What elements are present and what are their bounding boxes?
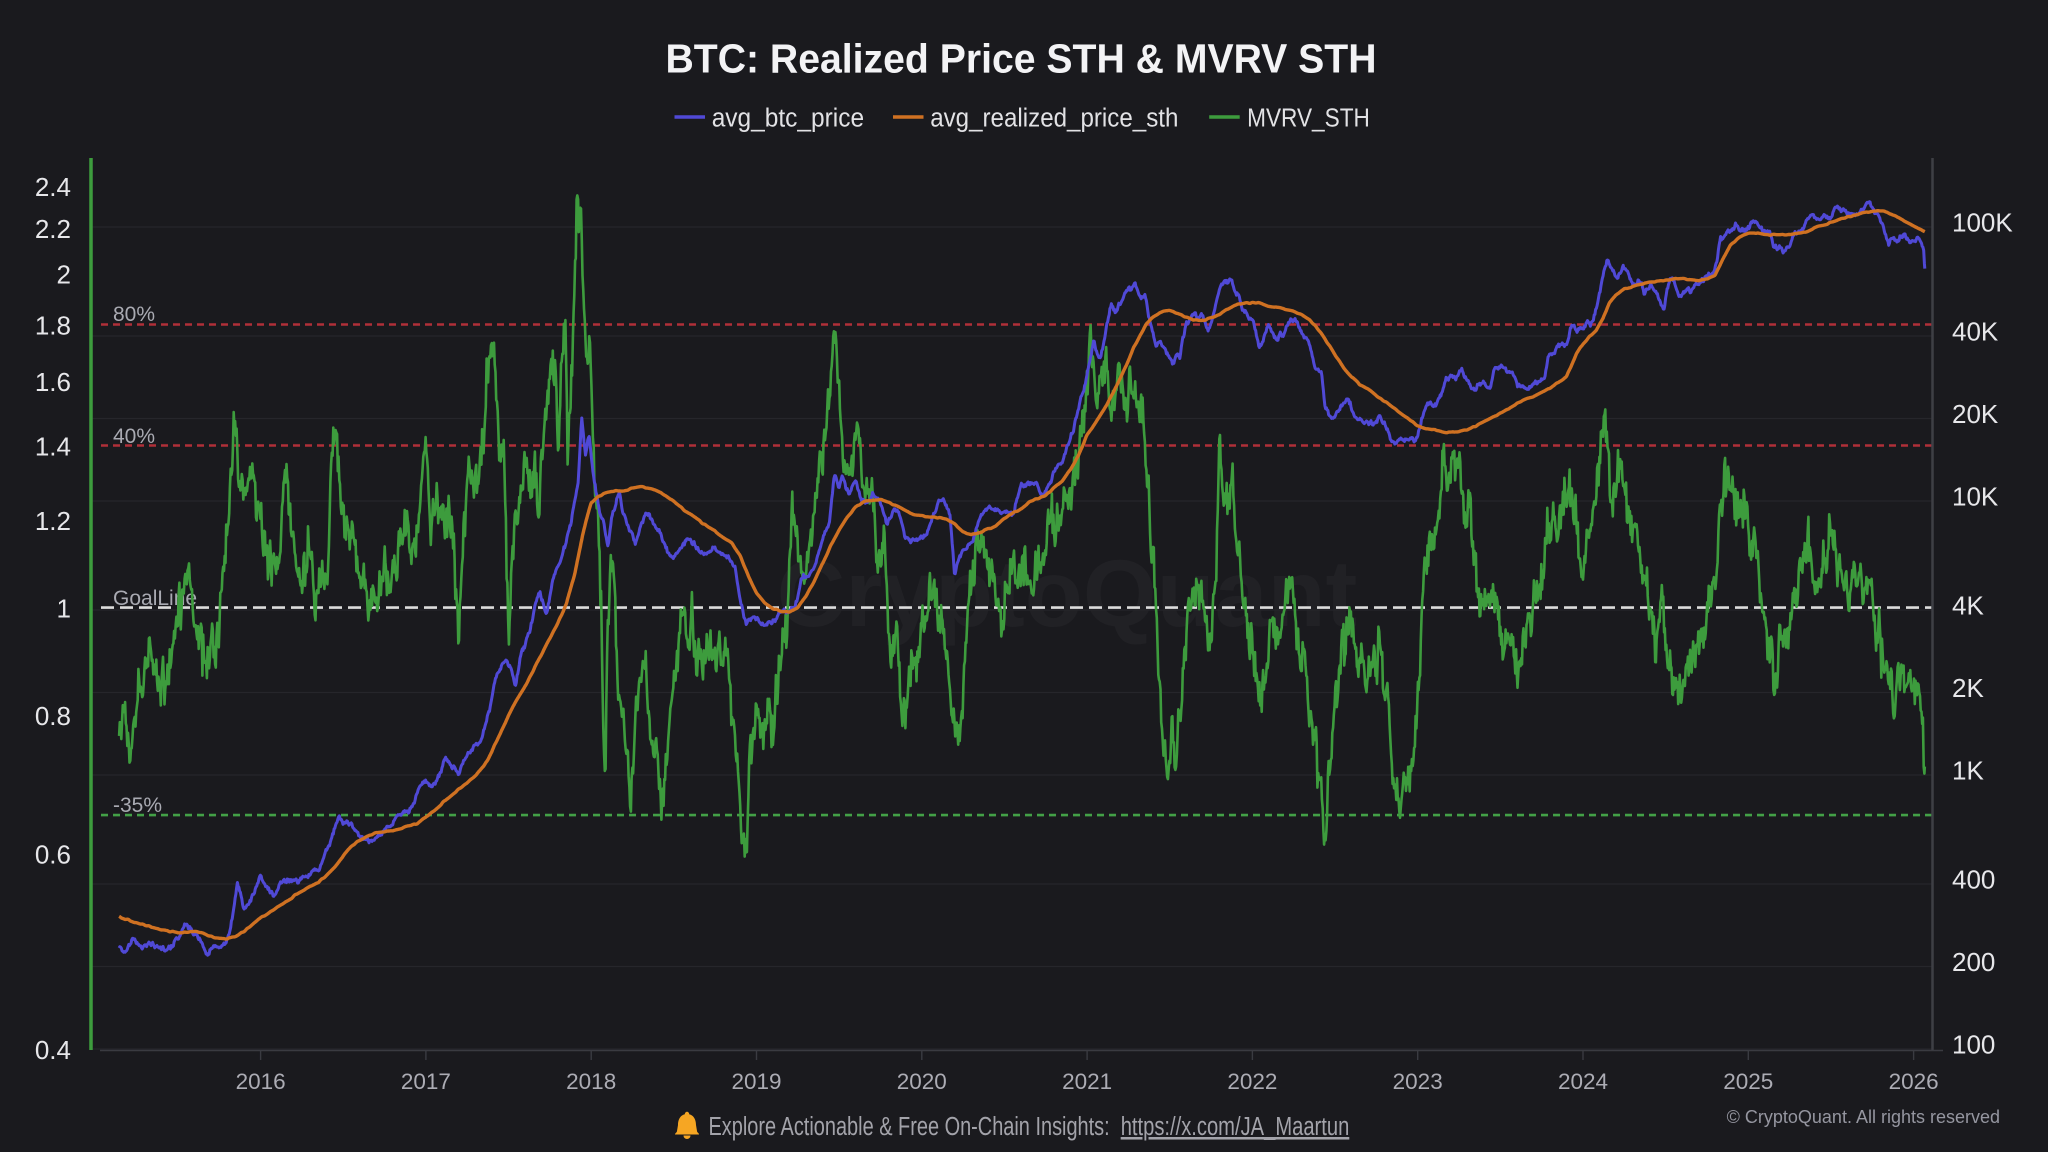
svg-text:2.4: 2.4 bbox=[35, 172, 71, 202]
svg-text:avg_realized_price_sth: avg_realized_price_sth bbox=[930, 105, 1178, 133]
svg-text:100K: 100K bbox=[1952, 208, 2013, 238]
svg-text:2024: 2024 bbox=[1558, 1069, 1608, 1094]
svg-text:0.4: 0.4 bbox=[35, 1035, 71, 1065]
svg-text:0.8: 0.8 bbox=[35, 701, 71, 731]
svg-text:1.6: 1.6 bbox=[35, 367, 71, 397]
svg-text:2018: 2018 bbox=[566, 1069, 616, 1094]
svg-text:© CryptoQuant. All rights rese: © CryptoQuant. All rights reserved bbox=[1727, 1107, 2000, 1127]
svg-text:1K: 1K bbox=[1952, 756, 1984, 786]
svg-text:40K: 40K bbox=[1952, 317, 1999, 347]
svg-text:GoalLine: GoalLine bbox=[113, 587, 197, 610]
svg-text:1: 1 bbox=[57, 594, 71, 624]
svg-text:2020: 2020 bbox=[897, 1069, 947, 1094]
svg-text:10K: 10K bbox=[1952, 482, 1999, 512]
svg-text:80%: 80% bbox=[113, 303, 155, 326]
svg-text:4K: 4K bbox=[1952, 591, 1984, 621]
svg-text:20K: 20K bbox=[1952, 399, 1999, 429]
svg-text:BTC: Realized Price STH & MVRV: BTC: Realized Price STH & MVRV STH bbox=[666, 36, 1377, 82]
svg-text:2017: 2017 bbox=[401, 1069, 451, 1094]
svg-text:1.2: 1.2 bbox=[35, 506, 71, 536]
svg-text:400: 400 bbox=[1952, 865, 1995, 895]
svg-text:40%: 40% bbox=[113, 425, 155, 448]
svg-text:avg_btc_price: avg_btc_price bbox=[712, 105, 864, 133]
svg-text:2022: 2022 bbox=[1227, 1069, 1277, 1094]
svg-text:https://x.com/JA_Maartun: https://x.com/JA_Maartun bbox=[1121, 1113, 1350, 1141]
svg-text:2025: 2025 bbox=[1723, 1069, 1773, 1094]
svg-text:1.8: 1.8 bbox=[35, 311, 71, 341]
svg-text:100: 100 bbox=[1952, 1030, 1995, 1060]
svg-text:2023: 2023 bbox=[1393, 1069, 1443, 1094]
svg-text:Explore Actionable & Free On-C: Explore Actionable & Free On-Chain Insig… bbox=[709, 1113, 1110, 1141]
svg-text:2.2: 2.2 bbox=[35, 214, 71, 244]
svg-text:2021: 2021 bbox=[1062, 1069, 1112, 1094]
svg-text:1.4: 1.4 bbox=[35, 432, 71, 462]
svg-text:MVRV_STH: MVRV_STH bbox=[1247, 105, 1370, 133]
svg-text:200: 200 bbox=[1952, 947, 1995, 977]
svg-text:2: 2 bbox=[57, 260, 71, 290]
svg-text:0.6: 0.6 bbox=[35, 840, 71, 870]
svg-text:2K: 2K bbox=[1952, 673, 1984, 703]
svg-text:2026: 2026 bbox=[1889, 1069, 1939, 1094]
svg-text:-35%: -35% bbox=[113, 794, 162, 817]
svg-text:2016: 2016 bbox=[236, 1069, 286, 1094]
svg-text:2019: 2019 bbox=[731, 1069, 781, 1094]
